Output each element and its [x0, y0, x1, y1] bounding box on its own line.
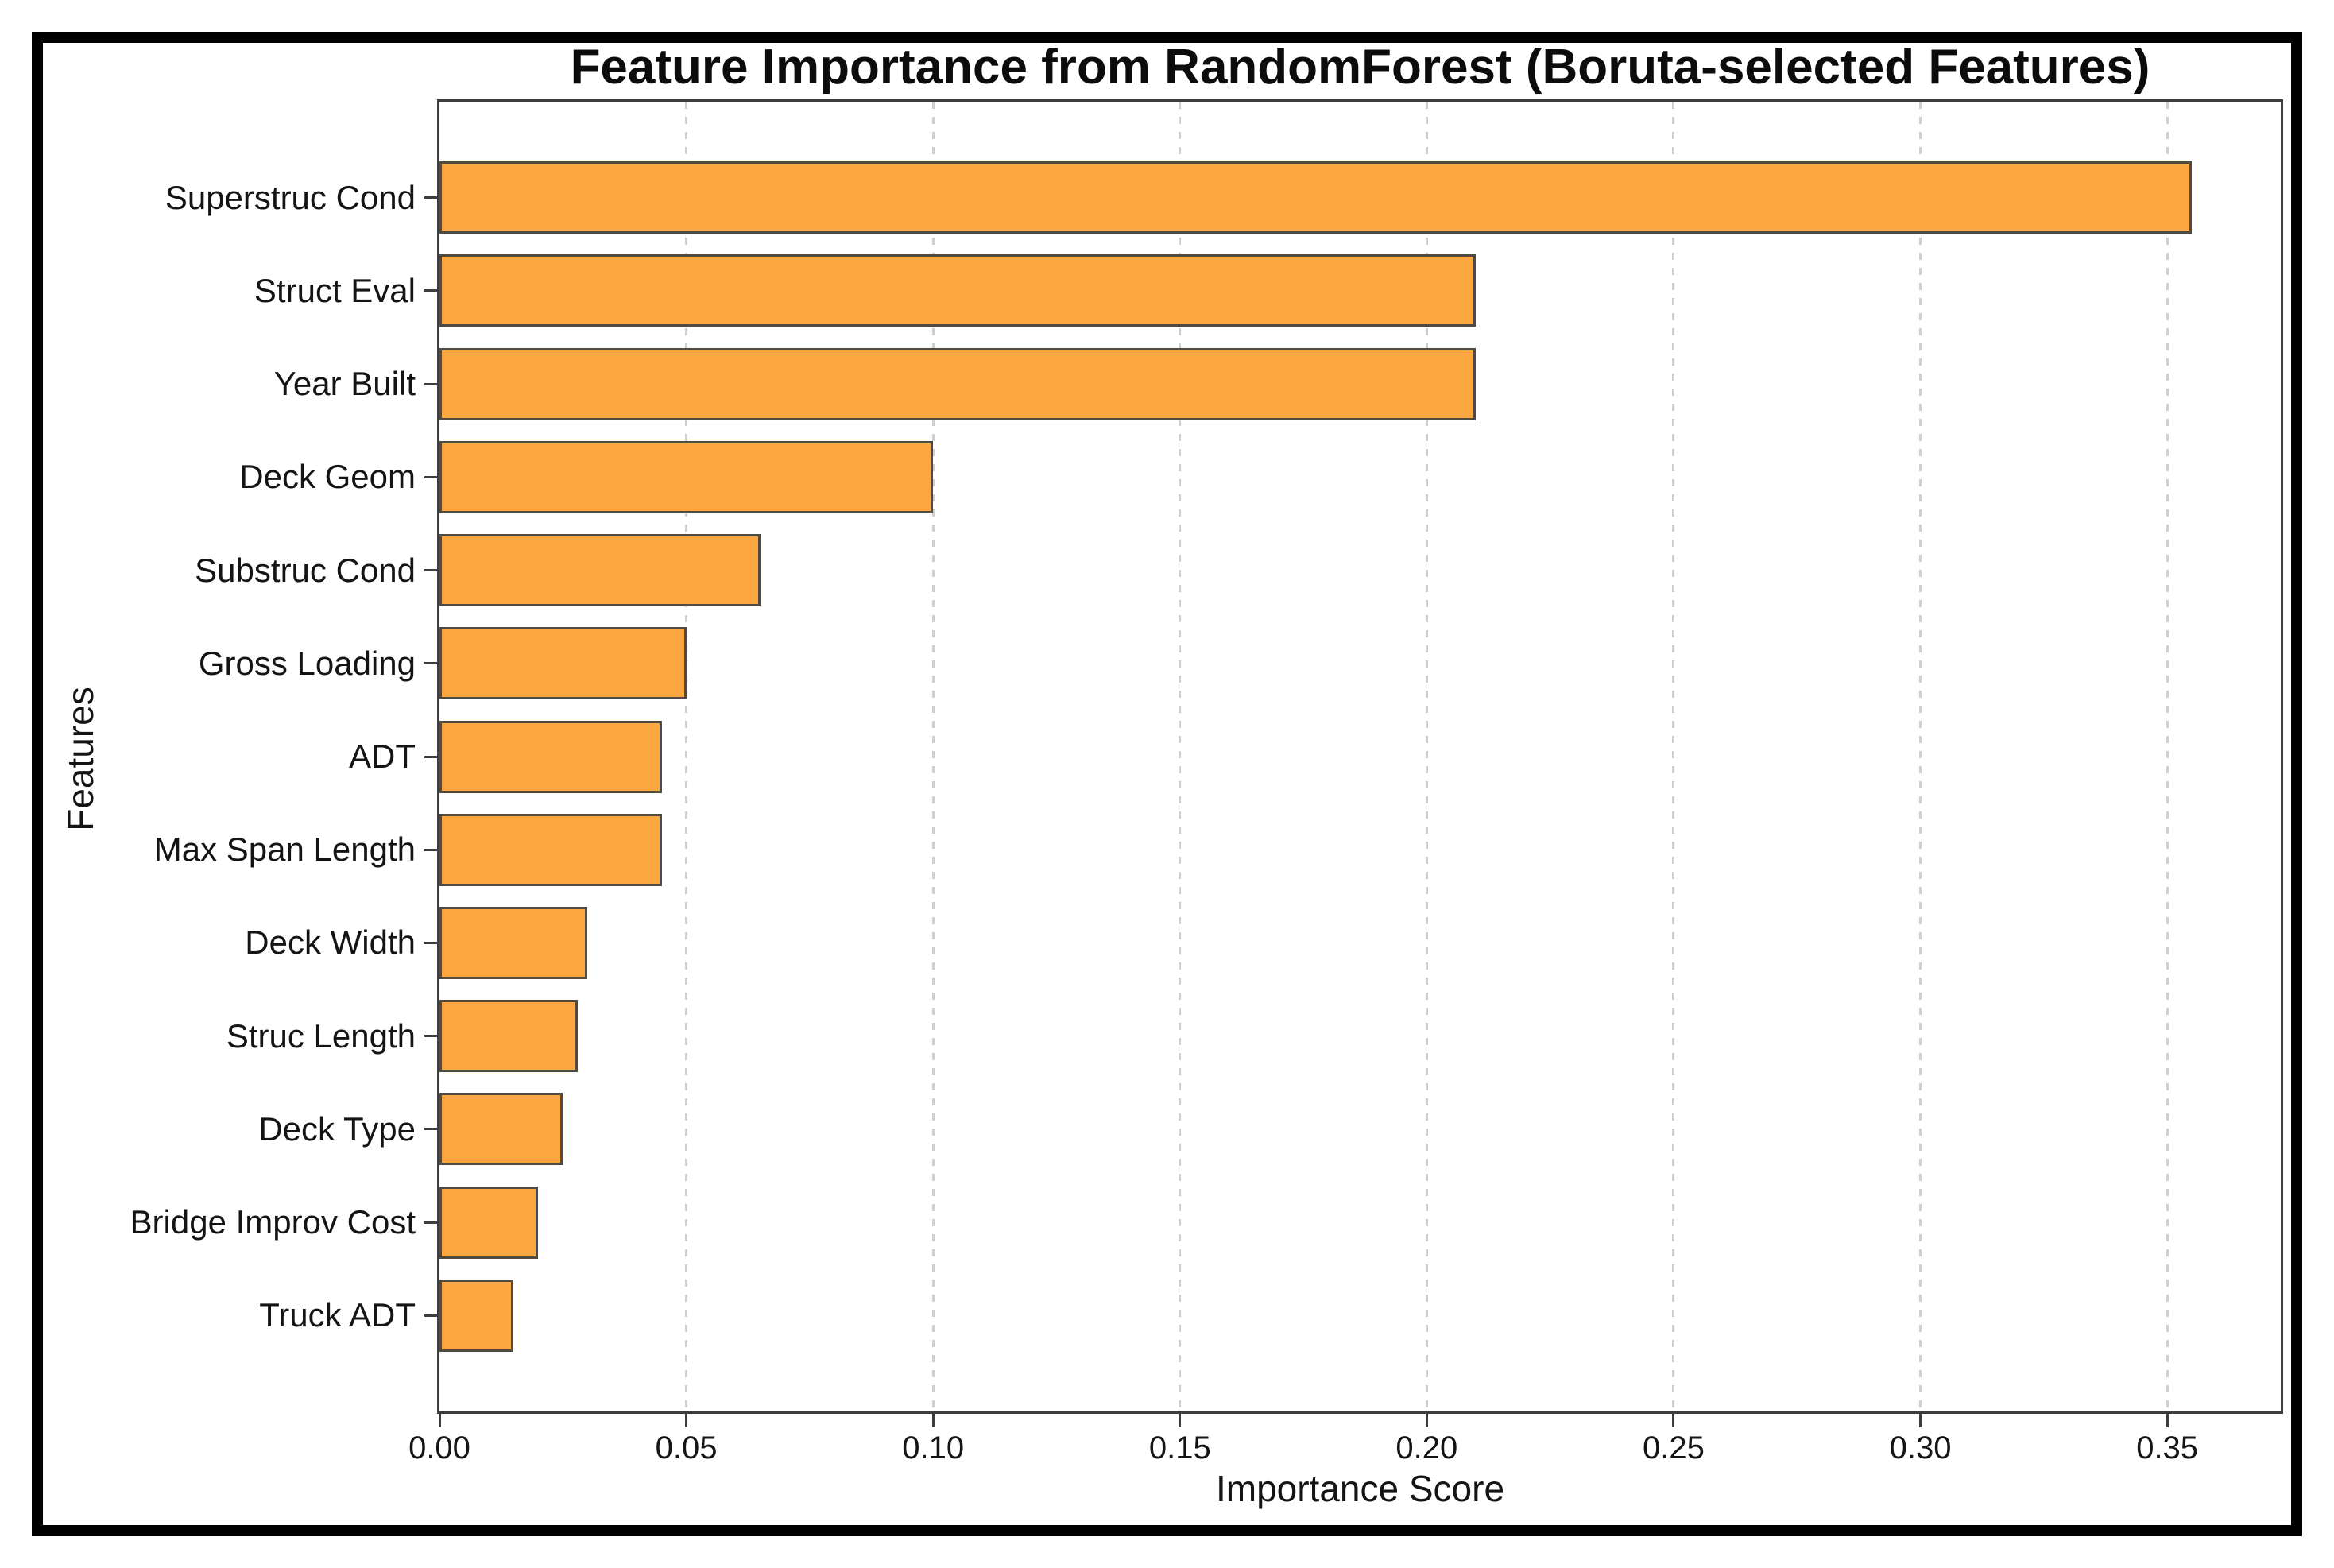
category-label: ADT	[349, 738, 416, 775]
x-tick	[1425, 1414, 1428, 1427]
gridline	[1919, 102, 1922, 1411]
x-tick-label: 0.05	[655, 1431, 718, 1465]
bar	[439, 161, 2193, 234]
y-tick	[424, 1128, 438, 1131]
bar	[439, 440, 934, 513]
bar	[439, 347, 1477, 420]
y-tick	[424, 1221, 438, 1224]
x-tick	[1672, 1414, 1675, 1427]
y-tick	[424, 475, 438, 478]
y-tick	[424, 1314, 438, 1317]
y-tick	[424, 382, 438, 385]
chart-title: Feature Importance from RandomForest (Bo…	[570, 40, 2150, 95]
y-tick	[424, 196, 438, 199]
category-label: Substruc Cond	[195, 551, 416, 589]
gridline	[1425, 102, 1428, 1411]
x-tick-label: 0.30	[1889, 1431, 1952, 1465]
x-tick	[1919, 1414, 1922, 1427]
x-tick	[931, 1414, 935, 1427]
bar	[439, 254, 1477, 327]
x-tick	[2166, 1414, 2169, 1427]
y-tick	[424, 662, 438, 665]
category-label: Deck Geom	[239, 458, 416, 496]
gridline	[685, 102, 688, 1411]
gridline	[1179, 102, 1182, 1411]
y-tick	[424, 848, 438, 851]
bar	[439, 813, 662, 886]
y-tick	[424, 289, 438, 292]
y-tick	[424, 569, 438, 572]
x-tick-label: 0.00	[408, 1431, 470, 1465]
x-tick-label: 0.10	[902, 1431, 965, 1465]
x-tick	[685, 1414, 688, 1427]
plot-area: Superstruc Cond Struct Eval Year Built Deck…	[130, 99, 2283, 1464]
category-label: Deck Type	[258, 1109, 416, 1148]
bar	[439, 1186, 539, 1259]
gridline	[2166, 102, 2169, 1411]
bar	[439, 720, 662, 793]
y-tick	[424, 755, 438, 758]
category-label: Superstruc Cond	[165, 178, 416, 216]
category-label: Max Span Length	[153, 830, 416, 869]
bar	[439, 906, 588, 979]
bar	[439, 534, 761, 607]
bar	[439, 1279, 514, 1352]
x-tick	[438, 1414, 441, 1427]
category-label: Gross Loading	[198, 644, 416, 682]
x-tick-label: 0.35	[2136, 1431, 2199, 1465]
gridline	[1672, 102, 1675, 1411]
gridline	[931, 102, 935, 1411]
y-tick	[424, 941, 438, 944]
x-tick-label: 0.15	[1148, 1431, 1211, 1465]
category-label: Deck Width	[245, 923, 416, 962]
y-tick	[424, 1035, 438, 1038]
category-label: Bridge Improv Cost	[130, 1203, 416, 1241]
x-axis-label: Importance Score	[1215, 1468, 1505, 1509]
bar	[439, 627, 687, 700]
category-label: Struc Length	[226, 1016, 416, 1055]
bar	[439, 1000, 578, 1073]
x-tick	[1179, 1414, 1182, 1427]
bar	[439, 1093, 563, 1166]
x-tick-label: 0.20	[1395, 1431, 1458, 1465]
category-label: Struct Eval	[254, 271, 416, 309]
category-label: Truck ADT	[259, 1296, 416, 1334]
x-tick-label: 0.25	[1643, 1431, 1705, 1465]
category-label: Year Built	[273, 365, 416, 403]
